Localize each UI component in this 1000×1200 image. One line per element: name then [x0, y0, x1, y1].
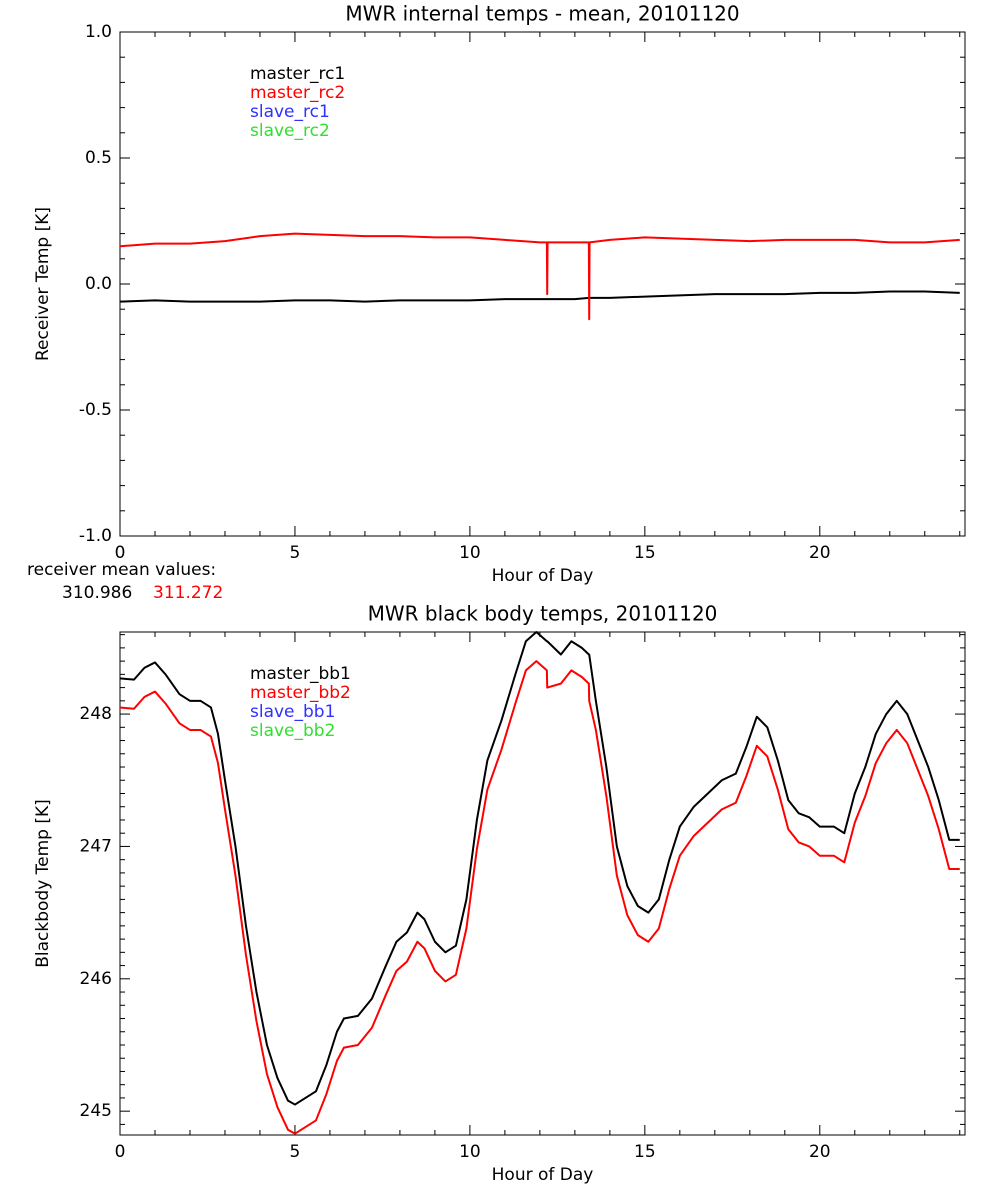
y-tick-label: 246	[80, 969, 112, 989]
y-axis-label: Blackbody Temp [K]	[33, 799, 53, 968]
x-tick-label: 10	[459, 1142, 481, 1162]
y-tick-label: -0.5	[79, 400, 112, 420]
x-tick-label: 10	[459, 543, 481, 563]
legend-entry: master_rc2	[250, 83, 345, 103]
annotation: receiver mean values:	[27, 560, 216, 580]
y-tick-label: 0.5	[85, 148, 112, 168]
x-tick-label: 20	[809, 543, 831, 563]
legend-entry: slave_rc1	[250, 102, 330, 122]
y-tick-label: 245	[80, 1101, 112, 1121]
y-axis-label: Receiver Temp [K]	[33, 207, 53, 361]
chart-title: MWR internal temps - mean, 20101120	[345, 2, 739, 26]
x-axis-label: Hour of Day	[492, 1165, 594, 1185]
x-tick-label: 15	[634, 1142, 656, 1162]
plot-frame	[119, 631, 966, 1136]
x-tick-label: 0	[115, 1142, 126, 1162]
series-line	[119, 290, 960, 303]
y-tick-label: 1.0	[85, 22, 112, 42]
legend-entry: slave_bb2	[250, 721, 335, 741]
y-tick-label: 0.0	[85, 274, 112, 294]
legend-entry: master_bb2	[250, 683, 351, 703]
y-tick-label: -1.0	[79, 526, 112, 546]
legend-entry: slave_rc2	[250, 121, 330, 141]
x-tick-label: 5	[290, 1142, 301, 1162]
x-tick-label: 5	[290, 543, 301, 563]
series-line	[119, 660, 960, 1135]
y-tick-label: 247	[80, 836, 112, 856]
plot-frame	[119, 31, 966, 537]
x-tick-label: 20	[809, 1142, 831, 1162]
chart-title: MWR black body temps, 20101120	[368, 602, 718, 626]
annotation: 311.272	[153, 583, 223, 603]
legend-entry: master_rc1	[250, 64, 345, 84]
x-tick-label: 15	[634, 543, 656, 563]
x-axis-label: Hour of Day	[492, 566, 594, 586]
series-line	[119, 232, 960, 321]
legend-entry: master_bb1	[250, 664, 351, 684]
y-tick-label: 248	[80, 704, 112, 724]
legend-entry: slave_bb1	[250, 702, 335, 722]
annotation: 310.986	[62, 583, 132, 603]
series-line	[119, 631, 960, 1106]
x-tick-label: 0	[115, 543, 126, 563]
